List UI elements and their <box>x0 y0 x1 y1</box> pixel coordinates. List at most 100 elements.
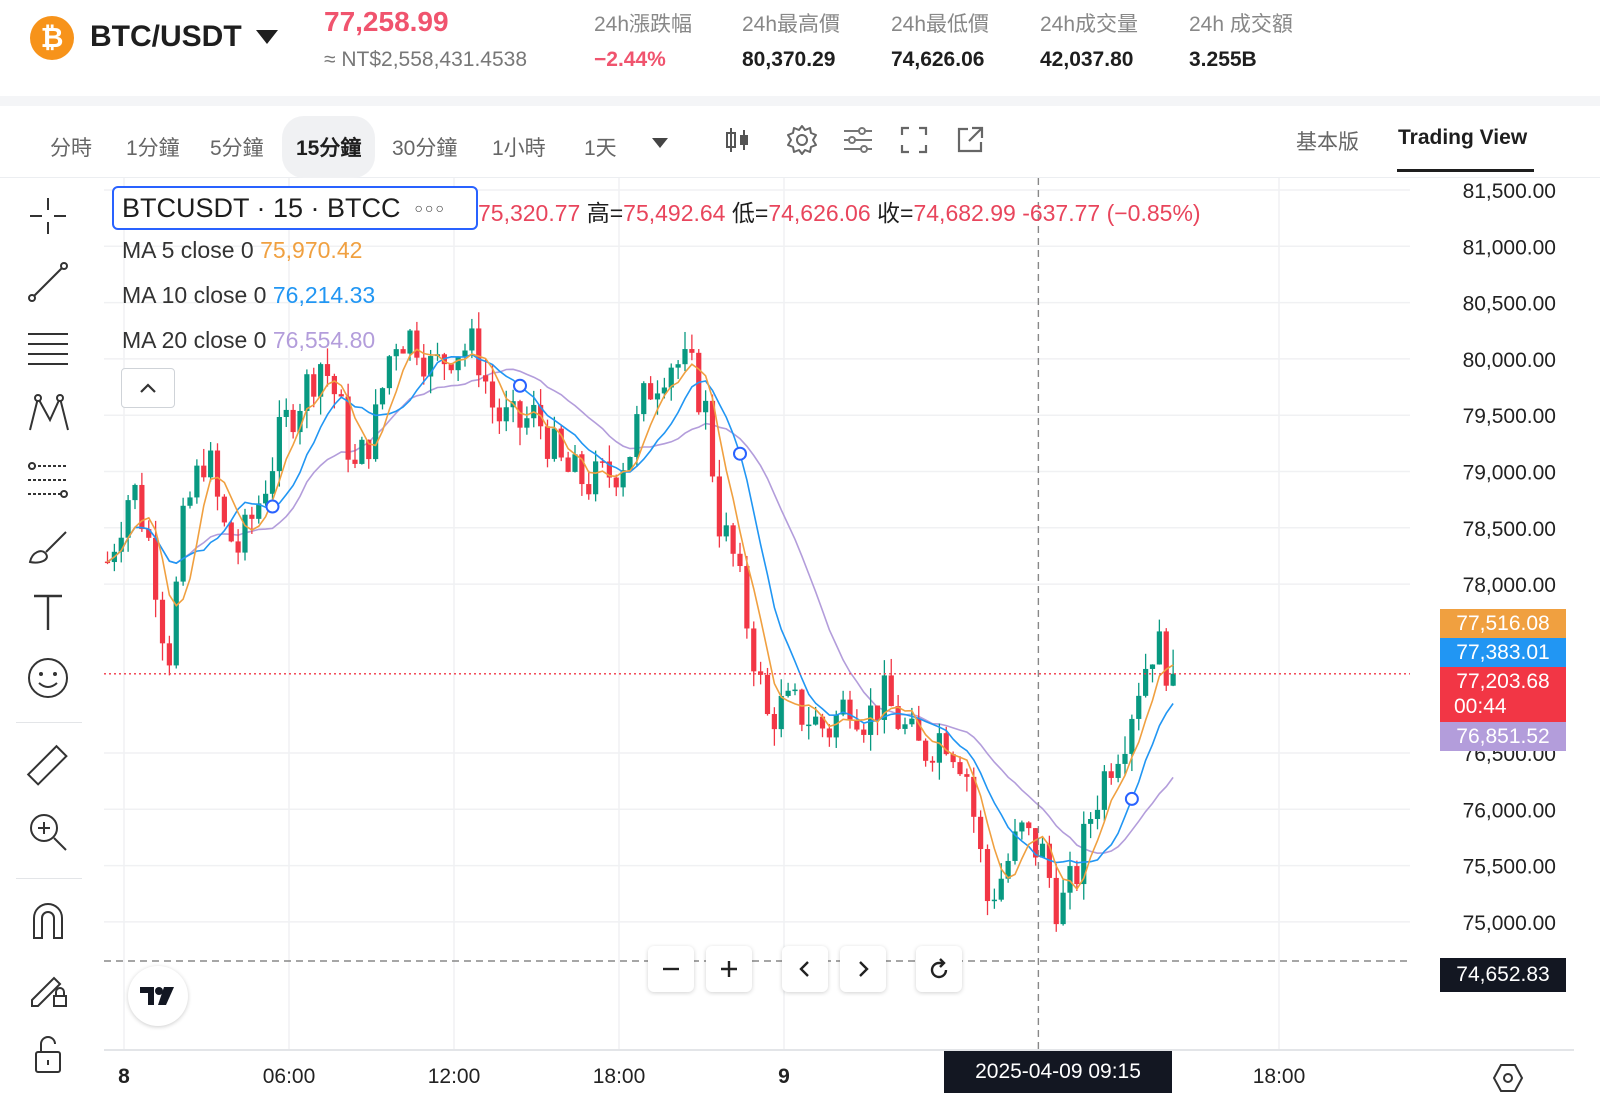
drawing-toolbar <box>0 178 96 1116</box>
candle-body <box>648 383 654 400</box>
timeframe-1d[interactable]: 1天 <box>584 137 617 160</box>
candle-body <box>606 461 612 478</box>
refresh-icon <box>930 958 948 979</box>
candle-body <box>1129 718 1135 754</box>
candle-body <box>881 675 887 720</box>
unlock-icon[interactable] <box>24 1030 72 1078</box>
candle-body <box>1067 866 1073 893</box>
lock-drawing-icon[interactable] <box>24 964 72 1012</box>
brush-icon[interactable] <box>24 522 72 570</box>
candle-body <box>379 388 386 405</box>
candle-body <box>297 410 303 433</box>
pattern-icon[interactable] <box>24 390 72 438</box>
timeframe-tick[interactable]: 分時 <box>50 137 92 160</box>
candle-body <box>544 426 551 459</box>
zoom-out-button[interactable] <box>648 946 694 992</box>
more-dots-icon[interactable]: ○○○ <box>414 200 446 216</box>
candle-body <box>166 643 172 666</box>
emoji-icon[interactable] <box>24 654 72 702</box>
symbol-label: BTCUSDT · 15 · BTCC <box>122 192 401 223</box>
candle-body <box>916 718 922 741</box>
candle-body <box>263 493 269 504</box>
candle-body <box>338 394 344 397</box>
candle-body <box>1026 822 1032 829</box>
candle-body <box>785 690 791 696</box>
axis-settings-icon[interactable] <box>1492 1062 1524 1094</box>
ma20-legend[interactable]: MA 20 close 0 76,554.80 <box>122 327 375 354</box>
ma5-polyline <box>107 348 1174 891</box>
candle-body <box>703 400 709 413</box>
candle-body <box>1163 631 1169 686</box>
ruler-icon[interactable] <box>24 742 72 790</box>
candle-body <box>1033 828 1039 858</box>
magnet-icon[interactable] <box>24 898 72 946</box>
text-icon[interactable] <box>24 588 72 636</box>
collapse-legend-button[interactable] <box>121 368 175 408</box>
crosshair-price-tag: 74,652.83 <box>1440 958 1566 992</box>
symbol-legend[interactable]: BTCUSDT · 15 · BTCC ○○○ <box>112 186 478 230</box>
timeframe-15m[interactable]: 15分鐘 <box>282 116 376 178</box>
settings-gear-icon[interactable] <box>784 122 820 158</box>
scroll-left-button[interactable] <box>782 946 828 992</box>
chevron-down-icon[interactable] <box>256 30 278 44</box>
price-axis: 81,500.00 81,000.00 80,500.00 80,000.00 79,5… <box>1463 180 1556 935</box>
timeframe-30m[interactable]: 30分鐘 <box>392 137 458 160</box>
candle-body <box>153 537 159 600</box>
time-tick-label: 8 <box>118 1065 130 1088</box>
candle-body <box>984 849 991 902</box>
tradingview-logo-icon[interactable] <box>128 966 188 1026</box>
candle-body <box>929 760 936 763</box>
ma10-legend[interactable]: MA 10 close 0 76,214.33 <box>122 282 375 309</box>
scroll-right-button[interactable] <box>840 946 886 992</box>
candle-type-icon[interactable] <box>720 122 756 158</box>
candle-body <box>599 461 606 463</box>
ma10-price-tag: 77,383.01 <box>1440 638 1566 667</box>
candle-body <box>723 525 729 537</box>
candle-body <box>1136 695 1142 719</box>
candle-body <box>1101 771 1107 810</box>
ma5-legend[interactable]: MA 5 close 0 75,970.42 <box>122 237 362 264</box>
timeframe-1m[interactable]: 1分鐘 <box>126 137 180 160</box>
price-tick-label: 79,500.00 <box>1463 405 1556 428</box>
timeframe-5m[interactable]: 5分鐘 <box>210 137 264 160</box>
candle-body <box>840 699 846 715</box>
timeframe-more-chevron-icon[interactable] <box>652 138 668 148</box>
candle-body <box>269 471 276 494</box>
candle-body <box>496 407 502 422</box>
candle-body <box>283 409 289 417</box>
fullscreen-icon[interactable] <box>896 122 932 158</box>
stat-change: 24h漲跌幅 −2.44% <box>594 8 692 72</box>
candle-body <box>489 381 496 408</box>
indicator-sliders-icon[interactable] <box>840 122 876 158</box>
candle-body <box>414 330 420 358</box>
crosshair-icon[interactable] <box>24 192 72 240</box>
candle-body <box>173 581 179 666</box>
candle-body <box>483 375 489 382</box>
share-icon[interactable] <box>952 122 988 158</box>
fib-icon[interactable] <box>24 456 72 504</box>
horizontal-lines-icon[interactable] <box>24 324 72 372</box>
trading-pair[interactable]: BTC/USDT <box>90 20 242 53</box>
reset-chart-button[interactable] <box>916 946 962 992</box>
candle-body <box>957 762 963 775</box>
price-tick-label: 81,500.00 <box>1463 180 1556 203</box>
ma20-line <box>107 368 1174 855</box>
candle-body <box>861 729 867 735</box>
candle-body <box>345 396 351 460</box>
candle-body <box>771 714 777 730</box>
candle-body <box>792 689 798 692</box>
trend-line-icon[interactable] <box>24 258 72 306</box>
time-tick-label: 12:00 <box>428 1065 481 1088</box>
price-tick-label: 78,000.00 <box>1463 574 1556 597</box>
zoom-in-icon[interactable] <box>24 808 72 856</box>
tab-trading-view[interactable]: Trading View <box>1398 126 1528 149</box>
zoom-in-button[interactable] <box>706 946 752 992</box>
signal-marker <box>265 499 280 514</box>
ohlc-high-label: 高= <box>586 200 624 226</box>
timeframe-1h[interactable]: 1小時 <box>492 137 546 160</box>
ma20-polyline <box>107 368 1174 855</box>
ma-value: 76,214.33 <box>272 282 376 308</box>
candle-body <box>998 878 1004 900</box>
tab-basic[interactable]: 基本版 <box>1296 131 1359 154</box>
